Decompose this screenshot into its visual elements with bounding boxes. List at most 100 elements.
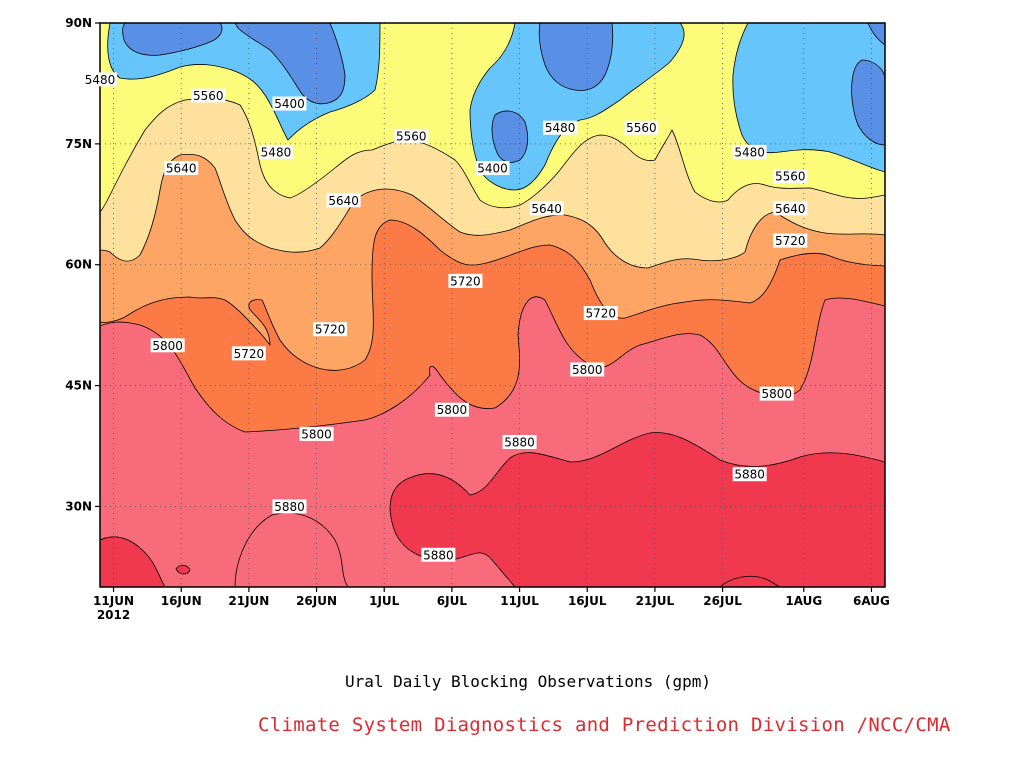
- contour-label-value: 5560: [775, 170, 806, 184]
- contour-label-bg: [394, 128, 429, 143]
- contour-label-value: 5640: [775, 202, 806, 216]
- y-tick-label: 90N: [65, 16, 92, 30]
- contour-label-value: 5720: [450, 274, 481, 288]
- contour-label-value: 5480: [545, 121, 576, 135]
- contour-chart: 11JUN 16JUN 21JUN 26JUN 1JUL 6JUL 11JUL 16JUL 21…: [65, 16, 890, 622]
- contour-label-value: 5800: [437, 403, 468, 417]
- contour-label-bg: [732, 467, 767, 482]
- contour-label-value: 5480: [734, 145, 765, 159]
- contour-label-bg: [759, 386, 794, 401]
- contour-label-bg: [258, 144, 293, 159]
- contour-label-value: 5560: [396, 129, 427, 143]
- contour-label-value: 5880: [504, 435, 535, 449]
- x-tick-label: 1JUL: [369, 594, 400, 608]
- contour-label-value: 5480: [261, 145, 292, 159]
- contour-label-value: 5560: [626, 121, 657, 135]
- x-tick-label: 11JUL: [500, 594, 539, 608]
- y-tick-label: 30N: [65, 499, 92, 513]
- chart-title: Ural Daily Blocking Observations (gpm): [345, 672, 712, 691]
- contour-fills: [100, 23, 885, 587]
- contour-label-value: 5880: [274, 500, 305, 514]
- contour-label-value: 5720: [775, 234, 806, 248]
- contour-label: 5400: [272, 96, 307, 111]
- contour-label-value: 5640: [328, 194, 359, 208]
- contour-label: 5720: [583, 306, 618, 321]
- contour-label-bg: [475, 161, 510, 176]
- contour-label-bg: [732, 144, 767, 159]
- contour-label-bg: [313, 322, 348, 337]
- contour-labels: 5480 5560 5400 5480 5560 5640 5640 5400 5480 5560…: [83, 72, 808, 562]
- contour-label: 5640: [773, 201, 808, 216]
- contour-label-bg: [529, 201, 564, 216]
- contour-label-value: 5720: [586, 307, 617, 321]
- contour-label: 5800: [434, 402, 469, 417]
- contour-label-bg: [624, 120, 659, 135]
- fill-below-5400-d: [491, 110, 529, 163]
- fill-below-5400-e: [851, 59, 885, 146]
- fill-below-5400-b: [234, 23, 346, 105]
- contour-label: 5480: [258, 144, 293, 159]
- fill-below-5400-a: [122, 23, 223, 56]
- contour-label-value: 5800: [761, 387, 792, 401]
- y-tick-label: 45N: [65, 379, 92, 393]
- contour-label-value: 5720: [234, 347, 265, 361]
- y-tick-label: 60N: [65, 258, 92, 272]
- contour-label-bg: [83, 72, 117, 87]
- x-tick-label: 26JUN: [296, 594, 337, 608]
- contour-label-value: 5880: [734, 468, 765, 482]
- contour-label-bg: [570, 362, 605, 377]
- credit-line: Climate System Diagnostics and Predictio…: [258, 714, 951, 736]
- contour-label: 5800: [570, 362, 605, 377]
- contour-label: 5720: [231, 346, 266, 361]
- contour-label: 5640: [164, 161, 199, 176]
- fill-below-5400-f: [867, 23, 885, 46]
- contour-label: 5800: [150, 338, 185, 353]
- contour-label-bg: [773, 233, 808, 248]
- contour-label-value: 5800: [152, 339, 183, 353]
- contour-label: 5640: [529, 201, 564, 216]
- x-tick-label: 21JUN: [228, 594, 269, 608]
- y-tick-label: 75N: [65, 137, 92, 151]
- contour-label-value: 5880: [423, 548, 454, 562]
- contour-label: 5880: [732, 467, 767, 482]
- contour-label: 5880: [421, 547, 456, 562]
- x-year-label: 2012: [97, 608, 130, 622]
- contour-label-bg: [773, 169, 808, 184]
- contour-label: 5560: [773, 169, 808, 184]
- contour-label-value: 5400: [274, 97, 305, 111]
- contour-label: 5640: [326, 193, 361, 208]
- x-tick-label: 16JUL: [568, 594, 607, 608]
- contour-label: 5480: [543, 120, 578, 135]
- contour-label-bg: [543, 120, 578, 135]
- contour-label: 5720: [773, 233, 808, 248]
- contour-label-bg: [150, 338, 185, 353]
- contour-label-bg: [434, 402, 469, 417]
- contour-label-bg: [773, 201, 808, 216]
- contour-label: 5720: [448, 273, 483, 288]
- contour-label-value: 5800: [572, 363, 603, 377]
- contour-label-value: 5800: [301, 427, 332, 441]
- grid: [100, 23, 885, 587]
- contour-label-bg: [421, 547, 456, 562]
- contour-label: 5800: [299, 426, 334, 441]
- contour-label: 5560: [191, 88, 226, 103]
- contour-label-bg: [583, 306, 618, 321]
- x-tick-label: 11JUN: [93, 594, 134, 608]
- contour-label: 5400: [475, 161, 510, 176]
- contour-label-bg: [326, 193, 361, 208]
- fill-above-5880-left: [100, 536, 166, 587]
- axes: 11JUN 16JUN 21JUN 26JUN 1JUL 6JUL 11JUL 16JUL 21…: [65, 16, 890, 622]
- contour-label: 5560: [394, 128, 429, 143]
- contour-label: 5480: [732, 144, 767, 159]
- contour-label-bg: [191, 88, 226, 103]
- x-tick-label: 1AUG: [785, 594, 822, 608]
- contour-label-value: 5400: [477, 162, 508, 176]
- contour-label-bg: [299, 426, 334, 441]
- contour-label-value: 5560: [193, 89, 224, 103]
- contour-label-value: 5640: [166, 162, 197, 176]
- x-tick-label: 6JUL: [437, 594, 468, 608]
- x-tick-label: 21JUL: [636, 594, 675, 608]
- contour-label: 5880: [272, 499, 307, 514]
- contour-label-value: 5640: [531, 202, 562, 216]
- contour-label-bg: [502, 434, 537, 449]
